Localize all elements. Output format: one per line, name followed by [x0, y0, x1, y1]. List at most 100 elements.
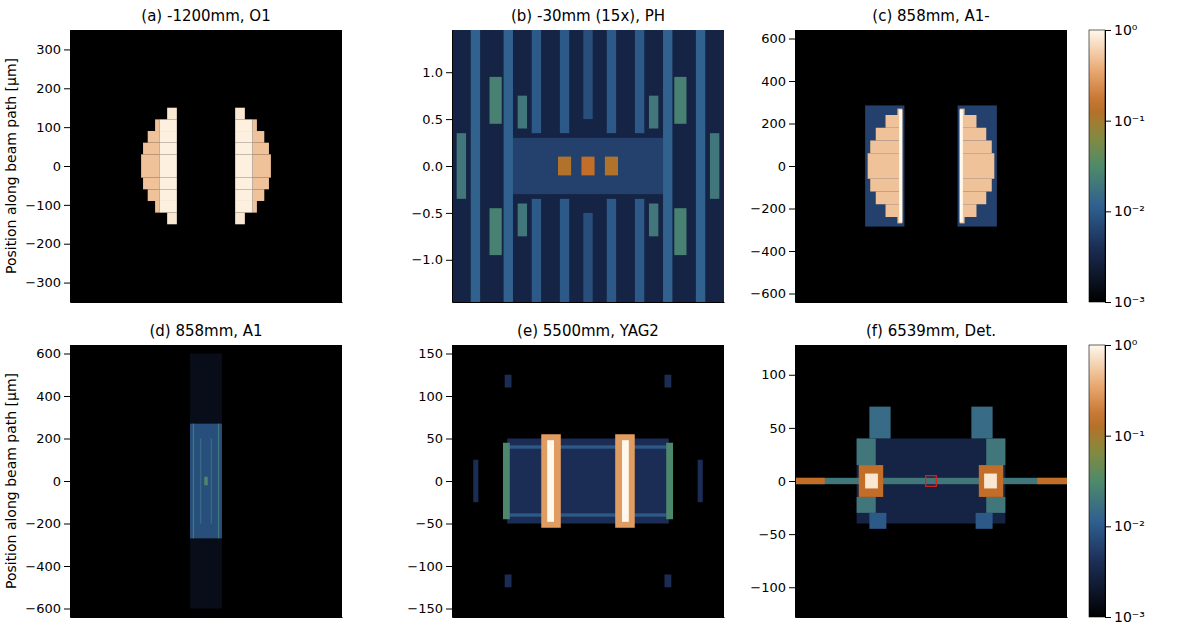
plot-area [452, 345, 724, 617]
heatmap-cell [581, 157, 594, 176]
colorbar-tick-label: 10⁻³ [1114, 609, 1145, 625]
colorbar-tick: 10⁰ [1105, 337, 1138, 353]
y-tick: −100 [750, 580, 795, 595]
heatmap-cell [190, 354, 222, 424]
y-tick: −50 [416, 516, 452, 531]
y-tick-label: −50 [759, 527, 786, 542]
y-tick-label: 200 [761, 116, 786, 131]
heatmap-cell [558, 157, 571, 176]
plot-area [795, 30, 1067, 302]
panel-title: (b) -30mm (15x), PH [511, 7, 665, 25]
y-tick-mark [64, 354, 70, 355]
figure: −300−200−1000100200300(a) -1200mm, O1Pos… [0, 0, 1183, 637]
heatmap-cell [193, 424, 194, 539]
y-tick-label: 0 [53, 159, 61, 174]
panel-title: (e) 5500mm, YAG2 [517, 322, 659, 340]
y-tick: 100 [36, 120, 70, 135]
y-tick-mark [64, 609, 70, 610]
x-axis [796, 617, 1068, 618]
heatmap-cell [513, 138, 663, 194]
heatmap-cell [253, 143, 269, 155]
y-tick: −600 [750, 286, 795, 301]
y-tick-label: −600 [750, 286, 786, 301]
y-tick-label: −200 [25, 516, 61, 531]
y-tick: 50 [769, 421, 795, 436]
heatmap-cell [607, 30, 616, 133]
y-axis: −600−400−2000200400600 [750, 31, 795, 303]
heatmap-cell [649, 96, 658, 129]
heatmap-cell [986, 439, 1005, 466]
colorbar-tick: 10⁻¹ [1105, 428, 1145, 444]
panel: −1.0−0.50.00.51.0(b) -30mm (15x), PH [411, 7, 724, 303]
heatmap-cell [159, 178, 176, 190]
y-tick: −0.5 [411, 206, 452, 221]
heatmap-cell [518, 204, 527, 237]
colorbar-tick-mark [1105, 617, 1111, 618]
heatmap-cell [253, 178, 269, 190]
colorbar-axis-line [1105, 31, 1106, 303]
heatmap-cell [141, 166, 159, 178]
heatmap-cell [635, 199, 644, 302]
y-tick-mark [789, 124, 795, 125]
panel: −600−400−2000200400600(c) 858mm, A1-10⁰1… [750, 7, 1145, 310]
heatmap-cell [868, 166, 903, 179]
colorbar-tick: 10⁻³ [1105, 609, 1145, 625]
y-tick-label: −600 [25, 601, 61, 616]
y-tick: −200 [25, 516, 70, 531]
colorbar: 10⁰10⁻¹10⁻²10⁻³ [1089, 22, 1145, 310]
y-tick-label: 100 [36, 120, 61, 135]
y-tick-mark [64, 88, 70, 89]
heatmap-cell [876, 192, 903, 205]
heatmap-cell [503, 443, 510, 520]
heatmap-cell [674, 208, 686, 255]
colorbar-tick: 10⁻² [1105, 203, 1145, 219]
y-tick-label: 400 [761, 74, 786, 89]
heatmap-cell [958, 105, 997, 226]
y-tick: 200 [36, 431, 70, 446]
y-tick-mark [64, 166, 70, 167]
y-tick-mark [446, 524, 452, 525]
y-axis-line [70, 31, 71, 303]
y-tick-label: 0.5 [422, 112, 443, 127]
y-tick-label: 600 [761, 31, 786, 46]
heatmap-cell [876, 128, 903, 141]
y-tick: 600 [36, 346, 70, 361]
heatmap-cell [253, 154, 271, 166]
colorbar-tick-label: 10⁻² [1114, 518, 1145, 534]
y-tick-mark [446, 354, 452, 355]
heatmap-cell [532, 30, 541, 133]
heatmap-cell [504, 30, 513, 302]
heatmap-cell [859, 465, 883, 497]
y-tick: −200 [25, 236, 70, 251]
heatmap-cell [211, 439, 212, 524]
y-tick: 300 [36, 42, 70, 57]
y-tick-label: −200 [750, 201, 786, 216]
heatmap-cell [490, 208, 502, 255]
colorbar-tick-mark [1105, 30, 1111, 31]
y-tick-label: 0 [435, 474, 443, 489]
heatmap-cell [560, 30, 569, 133]
heatmap-cell [532, 199, 541, 302]
y-tick-mark [64, 439, 70, 440]
heatmap-cell [979, 465, 1003, 497]
y-tick: 200 [36, 81, 70, 96]
x-axis-line [453, 617, 725, 618]
y-tick: −100 [407, 559, 452, 574]
colorbar-tick-mark [1105, 302, 1111, 303]
colorbar-tick-label: 10⁰ [1114, 22, 1138, 38]
colorbar-tick-label: 10⁰ [1114, 337, 1138, 353]
heatmap-cell [869, 407, 890, 439]
heatmap-cell [622, 440, 629, 522]
heatmap-cell [235, 201, 252, 213]
y-tick: 100 [418, 389, 452, 404]
heatmap-cell [663, 30, 672, 302]
colorbar-axis-line [1105, 346, 1106, 618]
y-tick-label: 0 [778, 474, 786, 489]
y-tick-label: 200 [36, 431, 61, 446]
heatmap-cell [865, 474, 878, 489]
y-axis-title: Position along beam path [µm] [3, 58, 19, 274]
heatmap-cell [710, 133, 719, 199]
heatmap-cell [960, 153, 995, 166]
panel: −150−100−50050100150(e) 5500mm, YAG2 [407, 322, 724, 618]
heatmap-cell [870, 141, 902, 154]
